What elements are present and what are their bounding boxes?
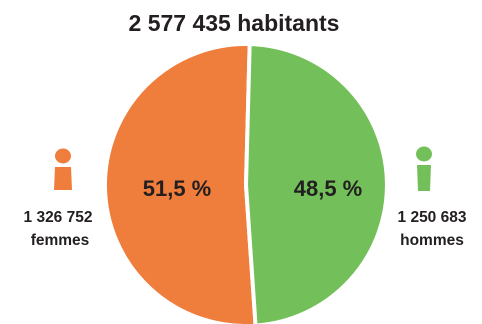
chart-title: 2 577 435 habitants: [129, 10, 340, 36]
woman-icon: [54, 148, 72, 190]
count-label-femmes: 1 326 752: [24, 209, 93, 226]
percent-label-hommes: 48,5 %: [294, 176, 363, 201]
man-icon: [416, 146, 432, 191]
count-label-hommes: 1 250 683: [398, 209, 467, 226]
percent-label-femmes: 51,5 %: [143, 176, 212, 201]
series-label-femmes: femmes: [31, 232, 90, 249]
pie: [102, 42, 389, 324]
pie-slice-hommes: [244, 42, 389, 324]
series-label-hommes: hommes: [400, 232, 464, 249]
pie-slice-femmes: [102, 42, 258, 324]
